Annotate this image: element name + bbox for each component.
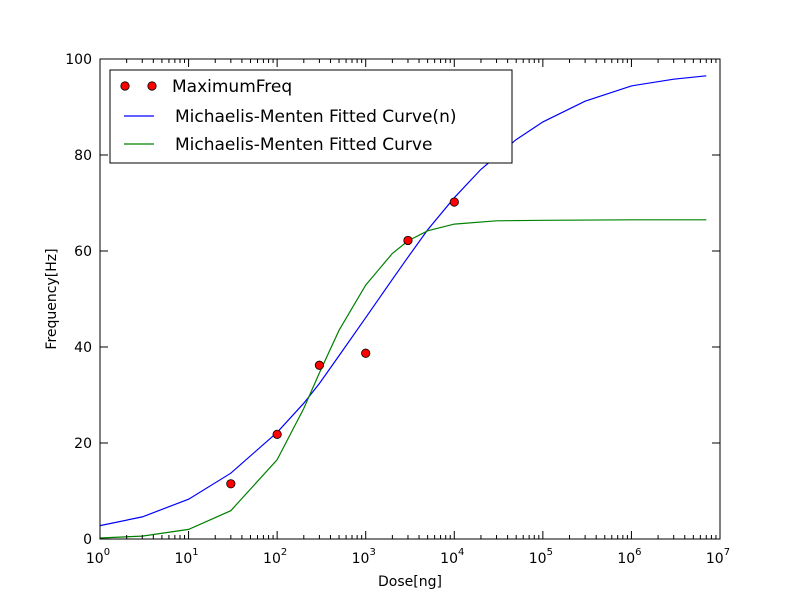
x-tick-label: 106 [617,547,641,567]
x-axis-label: Dose[ng] [378,574,442,590]
plot-frame [99,58,721,540]
ticks [99,58,721,540]
x-tick-label: 107 [706,547,730,567]
y-tick-label: 0 [83,532,92,548]
series-line-1 [99,75,707,527]
curves [99,75,707,539]
y-tick-label: 100 [65,52,92,68]
data-point-2 [314,360,325,370]
data-point-5 [449,197,459,207]
x-tick-exponent: 4 [458,547,464,558]
y-tick-label: 20 [74,436,92,452]
legend-label-maximumfreq: MaximumFreq [172,77,292,97]
y-axis-label: Frequency[Hz] [44,248,60,349]
markers [226,197,459,489]
x-tick-label: 104 [440,547,464,567]
legend-marker-2 [147,81,157,91]
data-point-3 [361,348,371,358]
x-tick-label: 100 [86,547,110,567]
x-tick-exponent: 6 [635,547,641,558]
x-tick-exponent: 5 [547,547,553,558]
x-tick-exponent: 7 [724,547,730,558]
y-tick-label: 40 [74,340,92,356]
data-point-4 [403,235,413,246]
legend-box [109,69,513,164]
data-point-1 [272,429,282,439]
legend-marker-1 [120,81,130,91]
x-tick-label: 103 [352,547,376,567]
y-tick-label: 80 [74,148,92,164]
legend: MaximumFreq Michaelis-Menten Fitted Curv… [109,69,513,164]
x-tick-label: 102 [263,547,287,567]
legend-label-fitted: Michaelis-Menten Fitted Curve [175,135,432,155]
series-line-2 [99,219,707,539]
x-tick-label: 105 [529,547,553,567]
x-tick-exponent: 2 [281,547,287,558]
data-point-0 [226,479,236,489]
y-tick-label: 60 [74,244,92,260]
x-tick-exponent: 0 [104,547,110,558]
x-tick-exponent: 1 [192,547,198,558]
x-tick-label: 101 [174,547,198,567]
x-tick-exponent: 3 [369,547,375,558]
legend-label-fitted-n: Michaelis-Menten Fitted Curve(n) [175,107,456,127]
